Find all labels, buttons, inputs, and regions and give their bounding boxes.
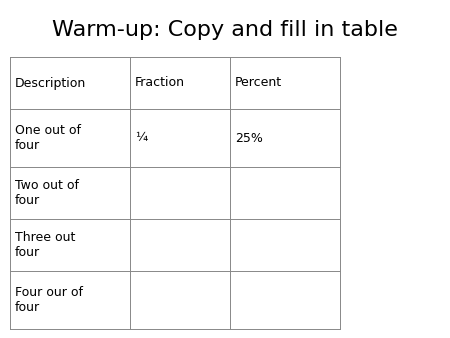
Text: 25%: 25% (235, 131, 263, 145)
Text: ¼: ¼ (135, 131, 147, 145)
Text: Two out of
four: Two out of four (15, 179, 79, 207)
Text: Fraction: Fraction (135, 76, 185, 90)
Text: One out of
four: One out of four (15, 124, 81, 152)
Text: Three out
four: Three out four (15, 231, 76, 259)
Text: Warm-up: Copy and fill in table: Warm-up: Copy and fill in table (52, 20, 398, 40)
Text: Four our of
four: Four our of four (15, 286, 83, 314)
Text: Percent: Percent (235, 76, 282, 90)
Text: Description: Description (15, 76, 86, 90)
